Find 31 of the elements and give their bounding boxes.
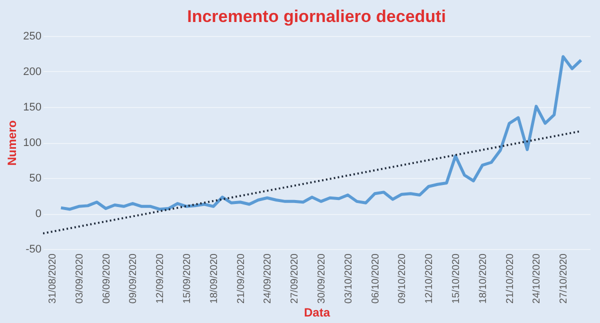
- y-tick-label: 150: [23, 102, 42, 114]
- x-tick-label: 24/09/2020: [262, 253, 274, 304]
- line-series: [59, 55, 583, 211]
- x-tick-label: 21/09/2020: [236, 253, 247, 304]
- x-tick-label: 15/09/2020: [182, 253, 193, 304]
- x-tick-label: 24/10/2020: [532, 253, 543, 304]
- x-tick-label: 18/09/2020: [208, 253, 220, 304]
- x-tick-label: 12/10/2020: [424, 253, 436, 304]
- x-tick-label: 15/10/2020: [450, 253, 462, 304]
- y-axis-title: Numero: [5, 120, 20, 166]
- x-tick-label: 12/09/2020: [155, 253, 166, 304]
- y-tick-label: -50: [26, 244, 42, 256]
- x-tick-label: 09/10/2020: [397, 253, 408, 304]
- y-tick-label: 50: [29, 172, 42, 184]
- x-tick-label: 31/08/2020: [47, 253, 58, 304]
- x-tick-label: 18/10/2020: [478, 253, 489, 304]
- x-tick-label: 06/09/2020: [101, 253, 112, 304]
- x-tick-label: 27/10/2020: [558, 253, 570, 304]
- x-tick-label: 03/09/2020: [74, 253, 86, 304]
- y-tick-label: 250: [23, 30, 42, 42]
- x-tick-label: 21/10/2020: [504, 253, 516, 304]
- x-tick-label: 09/09/2020: [128, 253, 140, 304]
- y-tick-label: 200: [23, 66, 42, 78]
- x-tick-label: 06/10/2020: [370, 253, 382, 304]
- x-axis-title: Data: [304, 306, 330, 320]
- y-tick-label: 0: [35, 208, 42, 220]
- x-tick-label: 30/09/2020: [316, 253, 328, 304]
- x-tick-label: 03/10/2020: [343, 253, 354, 304]
- chart-title: Incremento giornaliero deceduti: [187, 7, 446, 26]
- y-tick-label: 100: [23, 137, 42, 149]
- x-tick-label: 27/09/2020: [290, 253, 301, 304]
